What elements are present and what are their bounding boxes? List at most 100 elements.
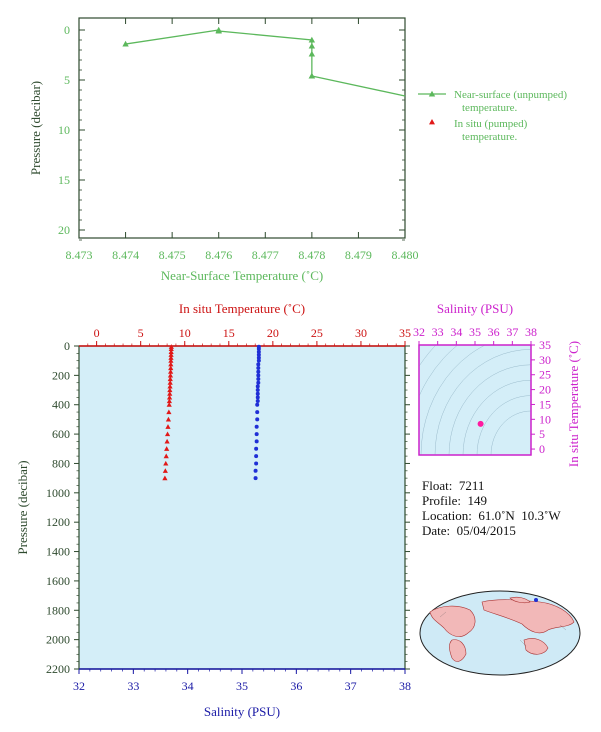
temperature-point xyxy=(163,453,169,459)
pressure-tick-label: 400 xyxy=(52,398,70,412)
x-tick-label: 8.477 xyxy=(252,248,279,262)
profile-number: 149 xyxy=(467,493,488,508)
ts-temp-tick-label: 20 xyxy=(539,383,551,397)
salinity-point xyxy=(256,377,261,382)
temperature-point xyxy=(168,361,174,367)
data-point xyxy=(122,40,129,47)
ts-sal-tick-label: 38 xyxy=(525,325,537,339)
isopycnals xyxy=(419,345,531,455)
ts-temp-tick-label: 0 xyxy=(539,442,545,456)
temperature-point xyxy=(167,376,173,382)
isopycnal-line xyxy=(490,410,531,455)
salinity-point xyxy=(253,468,258,473)
y-tick-label: 10 xyxy=(58,123,70,137)
pressure-tick-label: 2200 xyxy=(46,662,70,676)
salinity-point xyxy=(255,395,260,400)
temperature-point xyxy=(167,387,173,393)
y-axis-title: Pressure (decibar) xyxy=(15,460,30,554)
ts-sal-tick-label: 36 xyxy=(488,325,500,339)
salinity-point xyxy=(255,410,260,415)
data-point xyxy=(215,27,222,34)
y-tick-label: 0 xyxy=(64,23,70,37)
salinity-point xyxy=(254,446,259,451)
near-surface-temperature-plot: 8.473 8.474 8.475 8.476 8.477 8.478 8.479 8.480… xyxy=(28,17,567,283)
salinity-point xyxy=(255,402,260,407)
salinity-point xyxy=(253,476,258,481)
salinity-point xyxy=(254,432,259,437)
ts-temp-tick-label: 10 xyxy=(539,412,551,426)
temp-tick-label: 30 xyxy=(355,326,367,340)
temp-tick-label: 35 xyxy=(399,326,411,340)
isopycnal-line xyxy=(434,349,531,455)
salinity-point xyxy=(254,461,259,466)
x-tick-label: 8.478 xyxy=(298,248,325,262)
legend-line-1: Near-surface (unpumped) xyxy=(454,89,567,101)
temperature-point xyxy=(162,468,168,473)
legend-label-pumped: In situ (pumped) temperature. xyxy=(454,118,528,143)
profile-plot: 0 5 10 15 20 25 30 35 32 33 34 35 36 37 38 0 200 400 600 80… xyxy=(15,301,411,719)
ts-temp-tick-label: 25 xyxy=(539,368,551,382)
salinity-point xyxy=(256,369,261,374)
ts-sal-tick-label: 32 xyxy=(413,325,425,339)
profile-row: Profile: 149 xyxy=(422,493,488,508)
pressure-tick-label: 200 xyxy=(52,368,70,382)
salinity-point xyxy=(254,424,259,429)
ts-frame xyxy=(418,344,532,456)
temp-tick-label: 5 xyxy=(138,326,144,340)
x-tick-label: 8.476 xyxy=(205,248,232,262)
data-point xyxy=(308,72,316,79)
ts-temp-tick-label: 15 xyxy=(539,397,551,411)
pressure-tick-label: 600 xyxy=(52,427,70,441)
sal-tick-label: 36 xyxy=(290,679,302,693)
ts-sal-tick-label: 37 xyxy=(506,325,518,339)
bottom-axis-title: Salinity (PSU) xyxy=(204,704,280,719)
date-row: Date: 05/04/2015 xyxy=(422,523,516,538)
salinity-point xyxy=(256,355,261,360)
x-axis-title: Near-Surface Temperature (˚C) xyxy=(161,268,323,283)
temperature-point xyxy=(167,380,173,385)
temperature-point xyxy=(163,460,169,466)
location-value: 61.0˚N 10.3˚W xyxy=(478,508,561,523)
ts-temp-tick-label: 30 xyxy=(539,353,551,367)
isopycnal-line xyxy=(419,345,437,367)
legend-marker-unpumped xyxy=(428,90,436,97)
sal-tick-label: 37 xyxy=(345,679,357,693)
salinity-point xyxy=(256,373,261,378)
ts-top-axis-title: Salinity (PSU) xyxy=(437,301,513,316)
sal-tick-label: 35 xyxy=(236,679,248,693)
ts-sal-tick-label: 35 xyxy=(469,325,481,339)
y-axis-title: Pressure (decibar) xyxy=(28,81,43,175)
isopycnal-line xyxy=(462,379,531,455)
temperature-point xyxy=(164,431,171,437)
temp-tick-label: 0 xyxy=(94,326,100,340)
temperature-point xyxy=(168,349,174,354)
isopycnal-line xyxy=(448,364,531,455)
x-tick-label: 8.480 xyxy=(392,248,419,262)
y-tick-label: 15 xyxy=(58,173,70,187)
pressure-tick-label: 800 xyxy=(52,456,70,470)
salinity-point xyxy=(256,380,261,385)
salinity-point xyxy=(255,384,260,389)
location-row: Location: 61.0˚N 10.3˚W xyxy=(422,508,561,523)
legend: Near-surface (unpumped) temperature. In si… xyxy=(418,89,567,143)
temp-tick-label: 20 xyxy=(267,326,279,340)
legend-label-unpumped: Near-surface (unpumped) temperature. xyxy=(454,89,567,114)
data-point xyxy=(308,50,316,57)
y-tick-label: 20 xyxy=(58,223,70,237)
temperature-point xyxy=(166,402,172,407)
plot-frame xyxy=(78,17,406,239)
temp-tick-label: 15 xyxy=(223,326,235,340)
temperature-point xyxy=(165,424,171,429)
top-axis-title: In situ Temperature (˚C) xyxy=(179,301,305,316)
temperature-point xyxy=(168,358,174,363)
temp-tick-label: 10 xyxy=(179,326,191,340)
salinity-point xyxy=(256,346,261,351)
temperature-point xyxy=(162,475,168,481)
temperature-point xyxy=(168,355,174,360)
sal-tick-label: 34 xyxy=(182,679,194,693)
data-point xyxy=(308,36,316,43)
salinity-point xyxy=(256,352,261,357)
temperature-point xyxy=(168,346,174,352)
temperature-point xyxy=(168,352,174,357)
sal-tick-label: 32 xyxy=(73,679,85,693)
